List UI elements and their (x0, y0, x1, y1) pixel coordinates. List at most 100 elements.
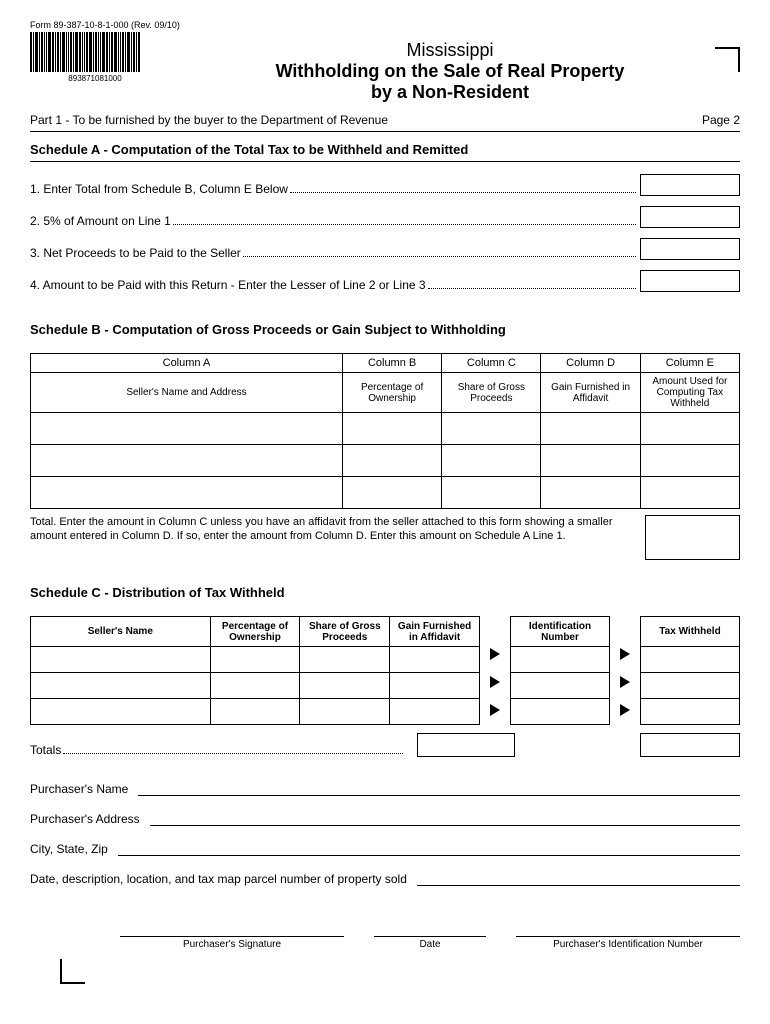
arrow-icon (620, 648, 630, 660)
table-cell[interactable] (641, 699, 740, 725)
table-cell[interactable] (300, 647, 390, 673)
table-cell[interactable] (342, 477, 441, 509)
schedule-a-title: Schedule A - Computation of the Total Ta… (30, 142, 740, 162)
table-cell[interactable] (640, 477, 739, 509)
table-cell[interactable] (210, 647, 300, 673)
table-cell[interactable] (31, 699, 211, 725)
sched-a-line-2: 2. 5% of Amount on Line 1 (30, 206, 740, 228)
title-block: Mississippi Withholding on the Sale of R… (160, 32, 740, 103)
header: 893871081000 Mississippi Withholding on … (30, 32, 740, 103)
city-state-zip-row: City, State, Zip (30, 842, 740, 856)
state-name: Mississippi (160, 40, 740, 61)
table-cell[interactable] (390, 673, 480, 699)
table-cell[interactable] (342, 445, 441, 477)
table-cell[interactable] (511, 673, 610, 699)
barcode-number: 893871081000 (30, 74, 160, 83)
corner-mark-tr (715, 47, 740, 72)
sched-a-line-1: 1. Enter Total from Schedule B, Column E… (30, 174, 740, 196)
c-head-name: Seller's Name (31, 617, 211, 647)
table-cell[interactable] (541, 413, 640, 445)
schedule-c-table-2: Identification Number (510, 616, 610, 725)
table-cell[interactable] (541, 445, 640, 477)
col-c-sub: Share of Gross Proceeds (442, 373, 541, 413)
field-label: Purchaser's Address (30, 812, 140, 826)
col-e-sub: Amount Used for Computing Tax Withheld (640, 373, 739, 413)
field-line[interactable] (138, 794, 740, 796)
page: { "form": { "number": "Form 89-387-10-8-… (30, 20, 740, 1004)
sched-a-input[interactable] (640, 238, 740, 260)
table-cell[interactable] (640, 445, 739, 477)
totals-input-2[interactable] (640, 733, 740, 757)
col-b-sub: Percentage of Ownership (342, 373, 441, 413)
schedule-b-total: Total. Enter the amount in Column C unle… (30, 515, 740, 560)
table-cell[interactable] (442, 413, 541, 445)
table-cell[interactable] (300, 699, 390, 725)
table-cell[interactable] (511, 699, 610, 725)
table-cell[interactable] (641, 673, 740, 699)
table-cell[interactable] (342, 413, 441, 445)
sched-a-input[interactable] (640, 206, 740, 228)
part-row: Part 1 - To be furnished by the buyer to… (30, 113, 740, 132)
arrow-icon (490, 704, 500, 716)
sched-a-label: 4. Amount to be Paid with this Return - … (30, 278, 426, 292)
purchaser-name-row: Purchaser's Name (30, 782, 740, 796)
col-a-head: Column A (31, 354, 343, 373)
table-cell[interactable] (31, 647, 211, 673)
schedule-b-total-text: Total. Enter the amount in Column C unle… (30, 515, 645, 560)
totals-input-1[interactable] (417, 733, 515, 757)
leader-dots (173, 224, 636, 225)
schedule-c-table-3: Tax Withheld (640, 616, 740, 725)
arrow-icon (490, 676, 500, 688)
leader-dots (428, 288, 636, 289)
field-line[interactable] (417, 884, 740, 886)
col-e-head: Column E (640, 354, 739, 373)
col-c-head: Column C (442, 354, 541, 373)
sched-a-input[interactable] (640, 174, 740, 196)
field-line[interactable] (150, 824, 740, 826)
table-cell[interactable] (442, 477, 541, 509)
sched-a-line-4: 4. Amount to be Paid with this Return - … (30, 270, 740, 292)
table-cell[interactable] (31, 413, 343, 445)
table-cell[interactable] (210, 673, 300, 699)
c-head-pct: Percentage of Ownership (210, 617, 300, 647)
sig-id: Purchaser's Identification Number (516, 936, 740, 950)
sched-a-input[interactable] (640, 270, 740, 292)
signature-row: Purchaser's Signature Date Purchaser's I… (30, 936, 740, 950)
table-cell[interactable] (641, 647, 740, 673)
table-cell[interactable] (31, 673, 211, 699)
sched-a-label: 1. Enter Total from Schedule B, Column E… (30, 182, 288, 196)
field-line[interactable] (118, 854, 740, 856)
table-cell[interactable] (511, 647, 610, 673)
col-b-head: Column B (342, 354, 441, 373)
barcode-area: 893871081000 (30, 32, 160, 83)
sig-label: Purchaser's Signature (120, 936, 344, 950)
table-cell[interactable] (300, 673, 390, 699)
sig-label: Purchaser's Identification Number (516, 936, 740, 950)
field-label: City, State, Zip (30, 842, 108, 856)
table-cell[interactable] (31, 477, 343, 509)
table-cell[interactable] (541, 477, 640, 509)
c-head-tax: Tax Withheld (641, 617, 740, 647)
barcode (30, 32, 160, 72)
table-cell[interactable] (442, 445, 541, 477)
col-d-head: Column D (541, 354, 640, 373)
part-label: Part 1 - To be furnished by the buyer to… (30, 113, 388, 127)
c-head-gain: Gain Furnished in Affidavit (390, 617, 480, 647)
table-cell[interactable] (390, 699, 480, 725)
leader-dots (243, 256, 636, 257)
form-title-2: by a Non-Resident (160, 82, 740, 103)
schedule-b-total-input[interactable] (645, 515, 740, 560)
table-cell[interactable] (31, 445, 343, 477)
table-cell[interactable] (640, 413, 739, 445)
table-cell[interactable] (390, 647, 480, 673)
totals-label: Totals (30, 743, 61, 757)
form-title-1: Withholding on the Sale of Real Property (160, 61, 740, 82)
field-label: Purchaser's Name (30, 782, 128, 796)
sched-a-label: 3. Net Proceeds to be Paid to the Seller (30, 246, 241, 260)
schedule-c-wrap: Seller's Name Percentage of Ownership Sh… (30, 616, 740, 725)
arrow-col (620, 616, 630, 724)
leader-dots (63, 753, 403, 754)
table-cell[interactable] (210, 699, 300, 725)
arrow-icon (620, 704, 630, 716)
leader-dots (290, 192, 636, 193)
